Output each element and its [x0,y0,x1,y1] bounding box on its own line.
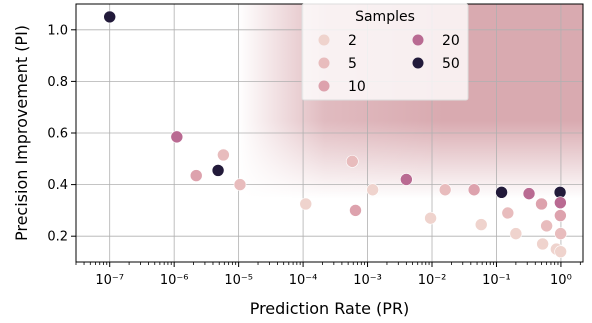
y-tick-label: 0.4 [47,178,68,193]
x-tick-label: 10⁻⁵ [224,273,253,288]
y-tick-label: 1.0 [47,23,68,38]
legend-marker [318,80,330,92]
data-point [522,187,536,200]
y-tick-label: 0.8 [47,75,68,90]
data-point [467,183,481,197]
legend-marker [412,34,424,46]
data-point [501,206,515,220]
data-point [299,197,313,211]
x-axis-label: Prediction Rate (PR) [250,299,410,318]
legend-title: Samples [355,9,415,25]
data-point [103,10,117,24]
legend-marker [318,34,330,46]
legend-box [301,3,469,101]
data-point [438,183,452,197]
x-tick-label: 10⁻² [418,273,447,288]
legend: Samples 2 5 10 20 50 [301,3,469,101]
data-point [233,178,247,191]
data-point [536,237,549,251]
legend-label: 2 [348,33,357,49]
data-point [211,164,225,177]
data-point [474,218,488,231]
data-point [495,186,508,199]
data-point [554,227,567,240]
data-point [554,209,567,222]
y-tick-label: 0.2 [47,230,68,245]
legend-label: 5 [348,56,357,72]
x-tick-label: 10⁻³ [353,273,382,288]
data-point [349,204,362,217]
x-axis-ticks: 10⁻⁷ 10⁻⁶ 10⁻⁵ 10⁻⁴ 10⁻³ 10⁻² 10⁻¹ 10⁰ [75,262,581,288]
grid [76,4,583,262]
data-point [345,155,359,168]
data-point [170,130,184,144]
legend-label: 20 [442,33,460,49]
data-point [535,197,548,211]
data-point [189,169,203,182]
y-axis-label: Precision Improvement (PI) [12,25,31,241]
legend-label: 10 [348,79,366,95]
x-tick-label: 10⁻⁴ [289,273,318,288]
legend-marker [412,57,424,69]
data-point [400,173,413,186]
data-point [509,227,523,240]
data-point [217,148,230,162]
y-tick-label: 0.6 [47,127,68,142]
legend-label: 50 [442,56,460,72]
data-point [540,219,553,233]
data-point [366,183,379,197]
x-tick-label: 10⁻⁶ [160,273,189,288]
x-tick-label: 10⁻⁷ [95,273,124,288]
legend-entries: 2 5 10 20 50 [318,33,460,95]
x-tick-label: 10⁰ [550,273,572,288]
data-points [103,10,567,258]
data-point [554,245,567,258]
y-axis-ticks: 0.2 0.4 0.6 0.8 1.0 [47,23,76,245]
data-point [554,196,567,209]
legend-marker [318,57,330,69]
data-point [424,211,437,225]
x-tick-label: 10⁻¹ [482,273,511,288]
